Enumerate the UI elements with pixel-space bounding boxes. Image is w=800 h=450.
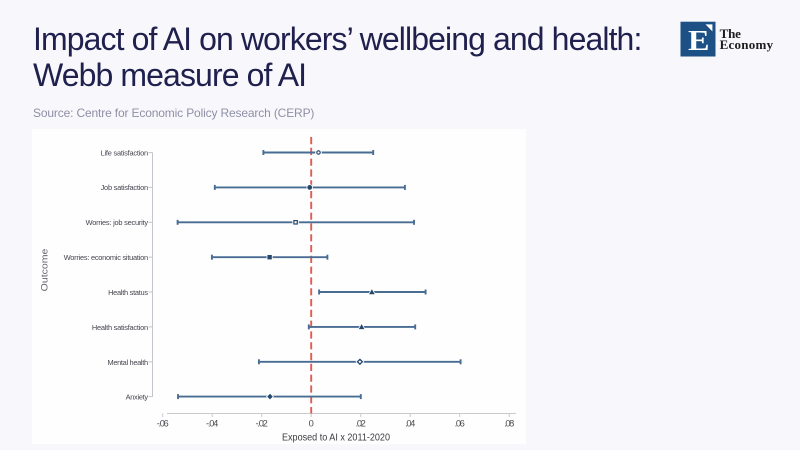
svg-text:.06: .06 bbox=[455, 419, 465, 429]
svg-text:-.06: -.06 bbox=[157, 419, 169, 429]
svg-text:Outcome: Outcome bbox=[40, 249, 51, 292]
svg-text:The: The bbox=[720, 26, 742, 41]
svg-text:.02: .02 bbox=[356, 419, 366, 429]
svg-text:Health status: Health status bbox=[108, 288, 148, 297]
svg-text:Exposed to AI x 2011-2020: Exposed to AI x 2011-2020 bbox=[282, 432, 390, 444]
svg-text:.08: .08 bbox=[504, 419, 514, 429]
svg-text:Mental health: Mental health bbox=[108, 358, 149, 367]
svg-text:Job satisfaction: Job satisfaction bbox=[101, 183, 149, 192]
svg-text:0: 0 bbox=[309, 419, 314, 429]
svg-text:Life satisfaction: Life satisfaction bbox=[101, 148, 149, 157]
svg-text:Anxiety: Anxiety bbox=[126, 392, 149, 401]
svg-text:.04: .04 bbox=[405, 419, 415, 429]
svg-text:-.04: -.04 bbox=[206, 419, 218, 429]
svg-text:-.02: -.02 bbox=[256, 419, 268, 429]
svg-text:E: E bbox=[688, 25, 710, 57]
svg-text:Worries: economic situation: Worries: economic situation bbox=[64, 253, 148, 262]
svg-text:Health satisfaction: Health satisfaction bbox=[92, 323, 148, 332]
svg-text:Economy: Economy bbox=[720, 37, 774, 52]
svg-text:Worries: job security: Worries: job security bbox=[86, 218, 149, 227]
